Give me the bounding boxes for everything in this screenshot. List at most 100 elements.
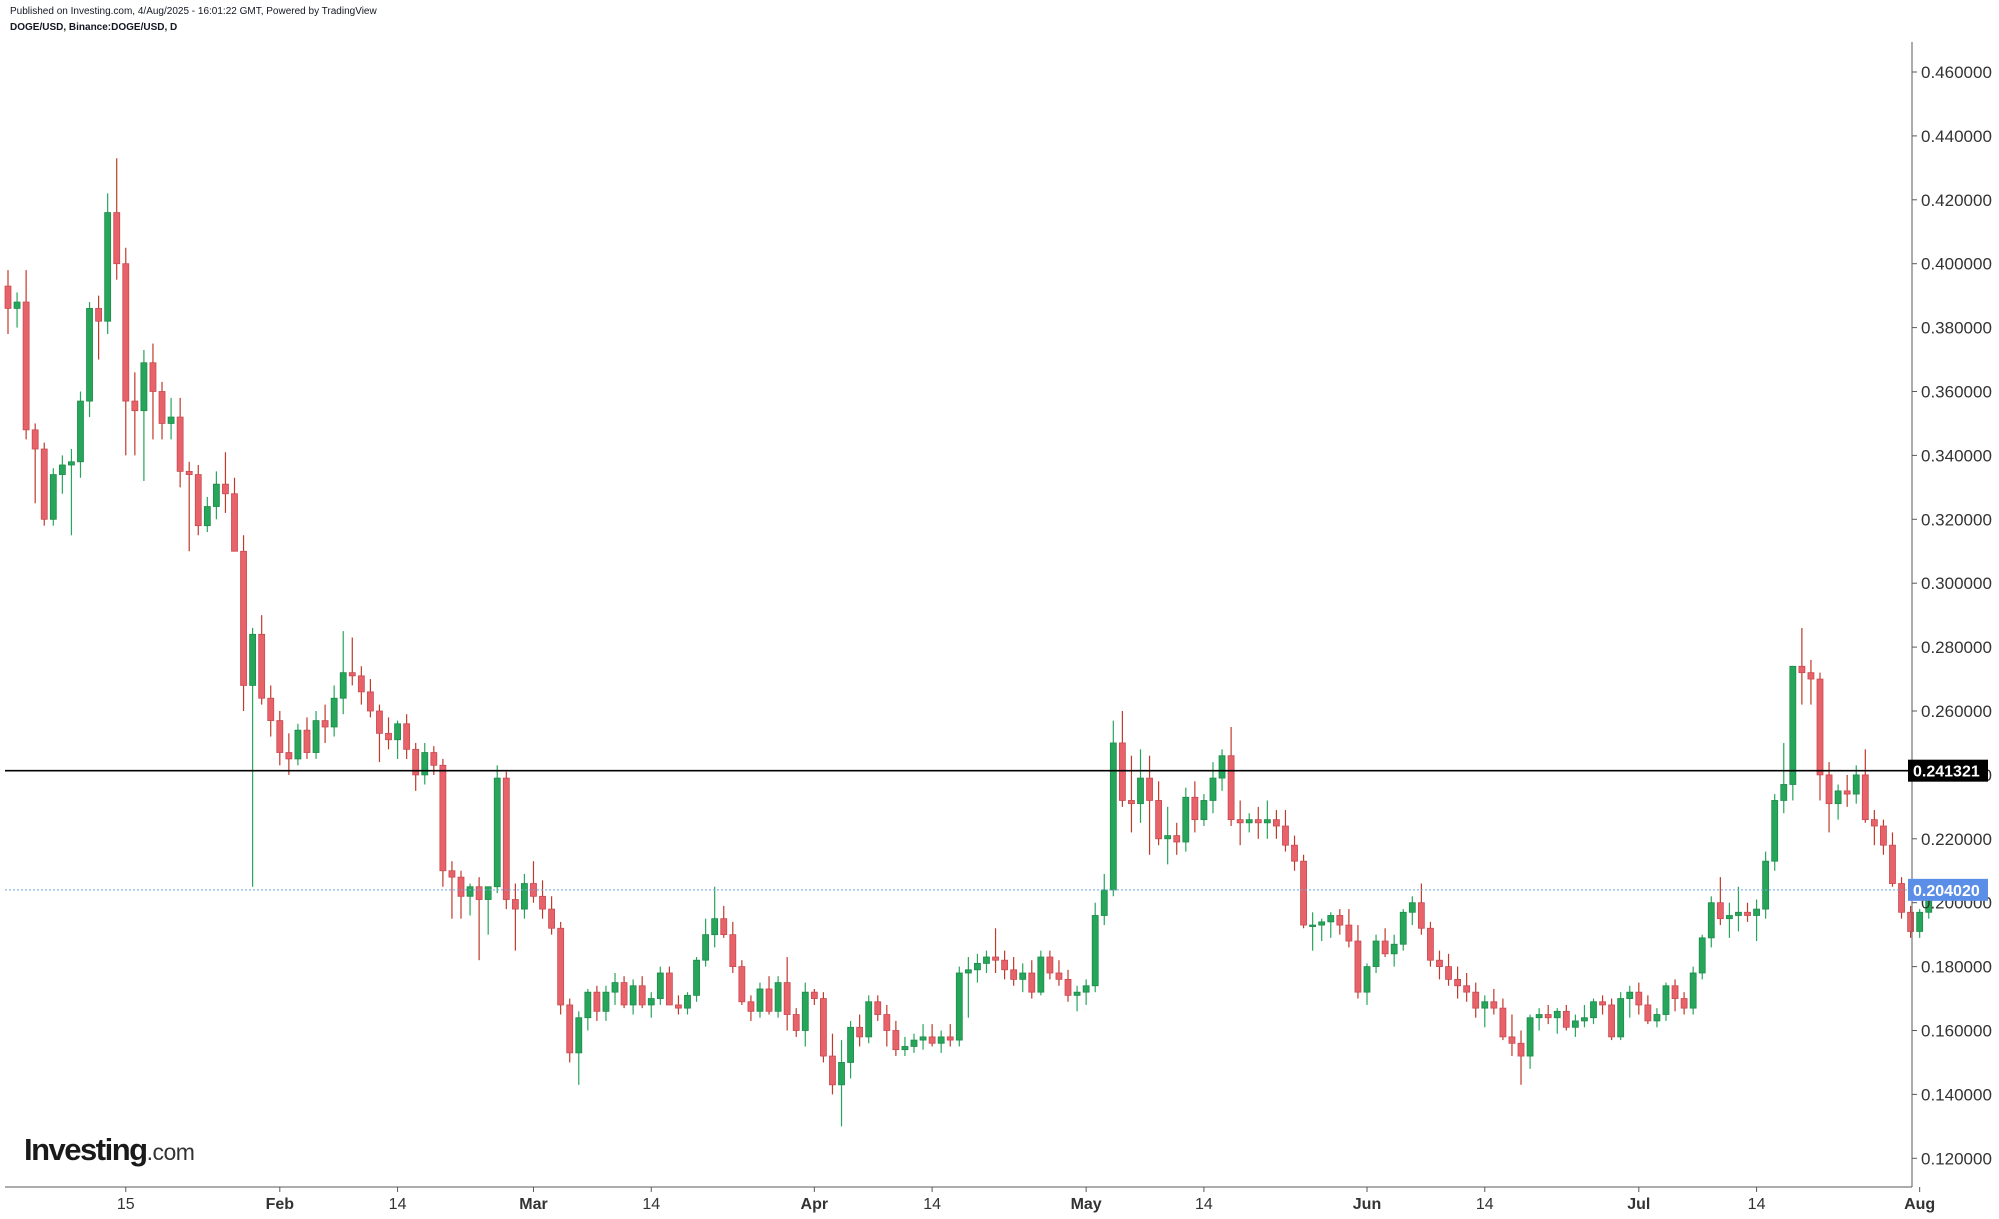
candle	[1137, 749, 1144, 823]
candle-body	[1843, 790, 1851, 795]
x-tick-label: 14	[642, 1196, 660, 1213]
candle-body	[1055, 972, 1063, 980]
candle	[49, 468, 57, 526]
candle-body	[1780, 784, 1788, 801]
candle-body	[1590, 1001, 1597, 1019]
candle	[394, 720, 401, 759]
candle	[1653, 1008, 1661, 1028]
candle	[1635, 982, 1643, 1015]
candle-body	[629, 985, 637, 1006]
candle	[466, 883, 474, 916]
candle	[502, 771, 510, 910]
candle	[1254, 806, 1262, 839]
candle-body	[638, 985, 646, 1006]
candle-body	[1082, 985, 1090, 993]
candle-body	[1680, 998, 1688, 1009]
candle	[1028, 960, 1036, 999]
candle	[167, 397, 175, 440]
candle	[892, 1020, 900, 1057]
candle	[339, 631, 347, 715]
candle-body	[1716, 902, 1724, 920]
candle	[58, 455, 66, 494]
candle	[647, 992, 655, 1018]
candle	[376, 704, 383, 763]
y-tick-label: 0.260000	[1921, 702, 1992, 721]
y-tick-label: 0.340000	[1921, 446, 1992, 465]
candle	[1128, 755, 1135, 833]
candle	[330, 685, 338, 737]
candle-body	[656, 972, 664, 999]
candle	[1898, 877, 1905, 919]
candle	[1273, 810, 1280, 839]
candle	[1381, 928, 1389, 958]
candle	[1472, 982, 1480, 1018]
resistance-badge-label: 0.241321	[1913, 764, 1980, 781]
candle	[810, 988, 818, 1005]
candle	[403, 714, 411, 759]
candle	[1300, 854, 1307, 929]
candle-body	[883, 1014, 891, 1031]
candle-body	[1608, 1004, 1616, 1038]
candle	[1508, 1014, 1516, 1057]
candle-body	[1635, 991, 1643, 1006]
candle-body	[1236, 819, 1244, 824]
candle-body	[702, 934, 710, 961]
candle-body	[665, 972, 673, 1006]
candle	[122, 247, 130, 456]
candle-body	[575, 1017, 583, 1054]
candle	[1780, 742, 1788, 814]
candle-body	[937, 1036, 945, 1044]
candle-body	[684, 994, 691, 1009]
candle	[131, 372, 139, 456]
y-tick-label: 0.440000	[1921, 127, 1992, 146]
candle-body	[158, 391, 166, 424]
candle	[1327, 912, 1335, 938]
candle	[1372, 934, 1380, 973]
candle	[856, 1014, 864, 1047]
candle-body	[1436, 959, 1443, 968]
candle	[1825, 762, 1833, 833]
candle	[584, 988, 592, 1031]
candle-body	[1390, 943, 1398, 955]
y-tick-label: 0.280000	[1921, 638, 1992, 657]
candle-body	[412, 748, 420, 776]
candle	[68, 449, 75, 536]
y-tick-label: 0.400000	[1921, 255, 1992, 274]
candle-body	[910, 1039, 918, 1047]
y-tick-label: 0.220000	[1921, 830, 1992, 849]
candle	[1644, 995, 1652, 1025]
candle	[1689, 966, 1697, 1015]
candle-body	[874, 1001, 882, 1015]
candle-body	[511, 899, 519, 910]
candle-body	[339, 672, 347, 699]
candle-body	[40, 448, 48, 520]
candle	[1535, 1008, 1543, 1031]
candle	[194, 464, 202, 536]
candle	[1671, 979, 1679, 1012]
candle	[149, 343, 157, 440]
candle	[1490, 988, 1498, 1015]
candle-body	[1273, 819, 1280, 827]
y-tick-label: 0.180000	[1921, 958, 1992, 977]
candle	[312, 711, 320, 759]
candle-body	[457, 876, 465, 897]
candle-body	[1798, 665, 1806, 674]
x-tick-label: Feb	[266, 1196, 295, 1213]
candle-body	[756, 988, 764, 1012]
candle	[557, 921, 565, 1015]
x-tick-label: Apr	[801, 1196, 829, 1213]
candle-body	[557, 927, 565, 1006]
candle	[974, 953, 981, 983]
x-tick-label: 14	[1748, 1196, 1766, 1213]
candle	[620, 976, 628, 1009]
candle-body	[140, 362, 148, 412]
candle-body	[68, 461, 75, 466]
candle	[783, 957, 791, 1031]
plot-area	[4, 158, 1933, 1127]
candle	[439, 758, 447, 887]
candle	[1019, 963, 1027, 993]
candle	[1318, 918, 1326, 942]
candle-body	[240, 550, 247, 686]
candle	[511, 883, 519, 951]
